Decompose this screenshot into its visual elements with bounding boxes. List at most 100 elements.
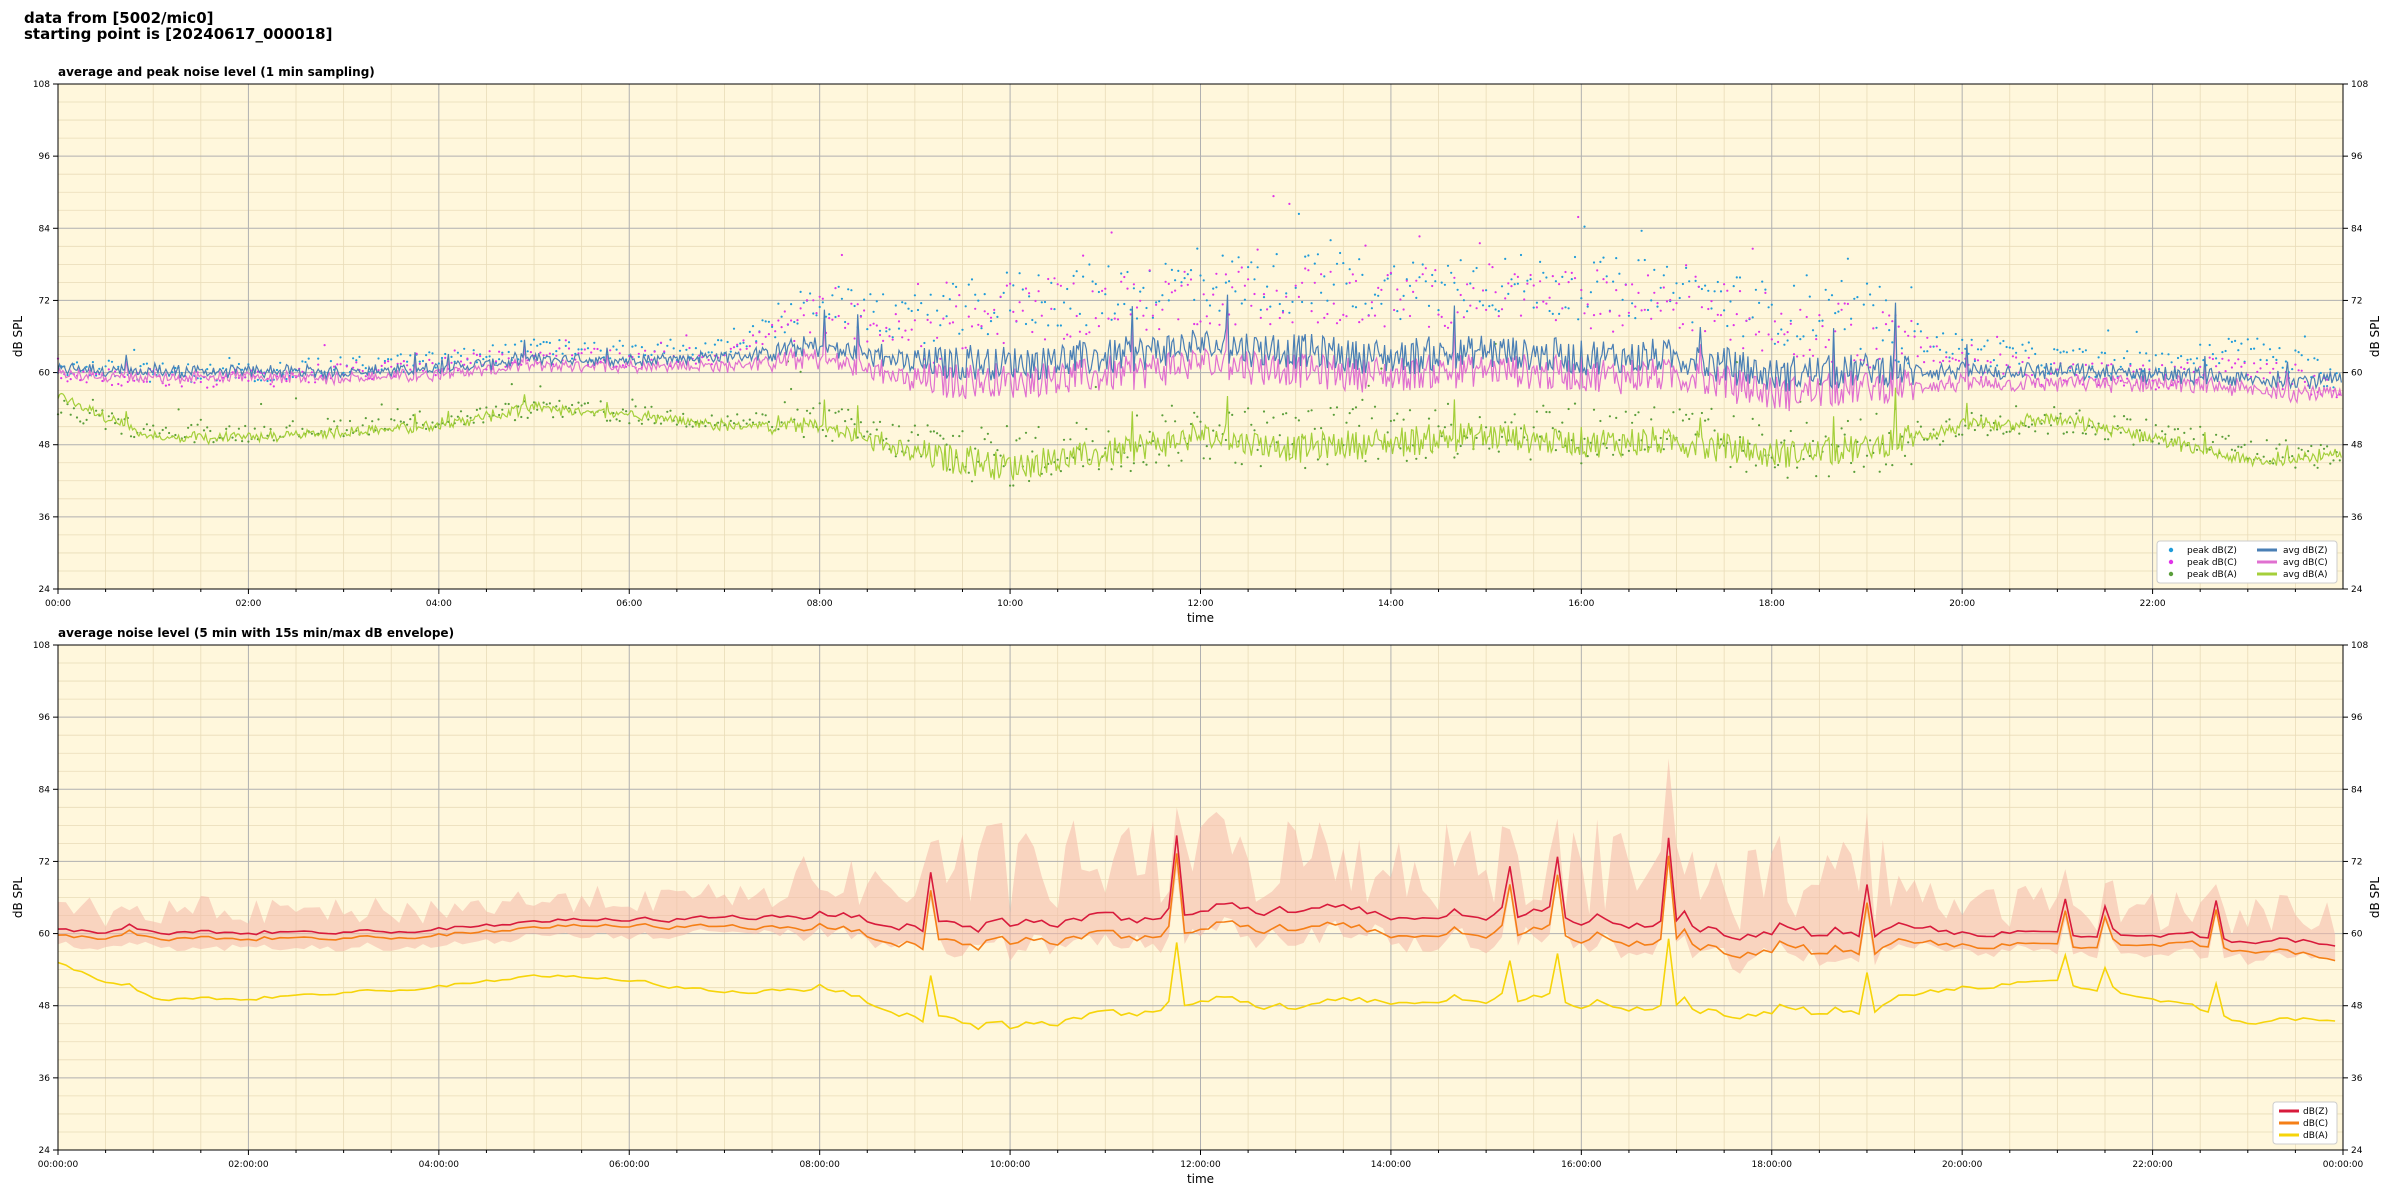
peak-point	[355, 359, 358, 362]
peak-point	[504, 343, 507, 346]
peak-point	[1758, 330, 1761, 333]
peak-point	[1193, 322, 1196, 326]
peak-point	[456, 415, 459, 418]
peak-point	[1253, 429, 1256, 432]
peak-point	[2173, 428, 2176, 431]
peak-point	[1748, 442, 1751, 445]
peak-point	[1729, 300, 1732, 303]
peak-point	[333, 420, 336, 423]
peak-point	[450, 355, 453, 358]
legend-label: avg dB(C)	[2283, 558, 2328, 568]
peak-point	[2113, 358, 2116, 362]
peak-point	[1056, 283, 1059, 286]
peak-point	[2113, 415, 2116, 418]
peak-point	[2335, 396, 2338, 399]
peak-point	[399, 353, 402, 356]
peak-point	[1142, 286, 1145, 289]
peak-point	[644, 354, 647, 357]
x-tick-label: 06:00:00	[609, 1160, 650, 1170]
peak-point	[1167, 282, 1170, 285]
peak-point	[1285, 295, 1288, 298]
x-tick-label: 02:00:00	[228, 1160, 269, 1170]
peak-point	[1954, 332, 1957, 336]
peak-point	[1307, 410, 1310, 413]
peak-point	[1091, 440, 1094, 443]
peak-point	[1678, 296, 1681, 300]
peak-point	[1266, 421, 1269, 424]
peak-point	[1288, 311, 1291, 314]
peak-point	[755, 341, 758, 344]
peak-point	[983, 310, 986, 313]
peak-point	[260, 402, 263, 406]
peak-point	[856, 436, 859, 439]
peak-point	[799, 307, 802, 310]
peak-point	[1891, 341, 1894, 344]
peak-point	[2053, 348, 2056, 351]
peak-point	[1450, 423, 1453, 426]
peak-point	[1773, 342, 1776, 345]
peak-point	[993, 308, 996, 311]
peak-point	[1561, 275, 1564, 278]
peak-point	[142, 380, 145, 383]
y-tick-label: 84	[39, 224, 51, 234]
legend-box	[2156, 540, 2338, 584]
peak-point	[266, 434, 269, 437]
peak-point	[520, 340, 523, 343]
peak-point	[1996, 335, 1999, 338]
peak-point	[244, 424, 247, 428]
peak-point	[1738, 290, 1742, 293]
peak-point	[1615, 289, 1618, 292]
peak-point	[472, 421, 475, 424]
peak-point	[1237, 256, 1240, 259]
y-tick-label: 108	[33, 80, 50, 90]
peak-point	[1862, 303, 1865, 306]
peak-point	[1961, 433, 1964, 436]
peak-point	[2138, 351, 2141, 354]
peak-point	[2122, 384, 2126, 387]
peak-point	[345, 429, 348, 432]
peak-point	[444, 356, 447, 359]
peak-point	[1066, 287, 1069, 291]
peak-point	[1615, 416, 1618, 419]
peak-point	[418, 362, 421, 365]
peak-point	[1996, 364, 1999, 367]
y-axis-label-left: dB SPL	[11, 877, 25, 919]
peak-point	[314, 381, 317, 384]
peak-point	[402, 360, 405, 363]
peak-point	[310, 371, 313, 374]
peak-point	[1462, 299, 1465, 302]
x-tick-label: 04:00	[426, 599, 452, 609]
peak-point	[1180, 281, 1183, 284]
peak-point	[1675, 302, 1678, 305]
peak-point	[764, 335, 767, 338]
peak-point	[564, 344, 567, 347]
peak-point	[2049, 363, 2053, 366]
peak-point	[831, 439, 834, 442]
peak-point	[1034, 321, 1037, 324]
peak-point	[1976, 359, 1980, 362]
peak-point	[621, 344, 625, 347]
peak-point	[1704, 330, 1707, 333]
peak-point	[72, 407, 75, 410]
peak-point	[1523, 298, 1526, 301]
peak-point	[168, 383, 171, 386]
peak-point	[2316, 466, 2319, 469]
peak-point	[1751, 316, 1754, 319]
peak-point	[2237, 349, 2240, 352]
peak-point	[853, 337, 856, 340]
peak-point	[1364, 302, 1367, 305]
peak-point	[1980, 348, 1983, 351]
peak-point	[777, 428, 780, 431]
peak-point	[387, 360, 390, 363]
peak-point	[1024, 431, 1028, 434]
peak-point	[2049, 372, 2053, 375]
peak-point	[847, 288, 850, 291]
peak-point	[2246, 373, 2249, 376]
peak-point	[828, 313, 831, 316]
peak-point	[1592, 408, 1596, 411]
peak-point	[1957, 347, 1961, 350]
peak-point	[2084, 349, 2087, 352]
peak-point	[1475, 266, 1478, 270]
peak-point	[1964, 424, 1967, 427]
peak-point	[1453, 456, 1456, 459]
